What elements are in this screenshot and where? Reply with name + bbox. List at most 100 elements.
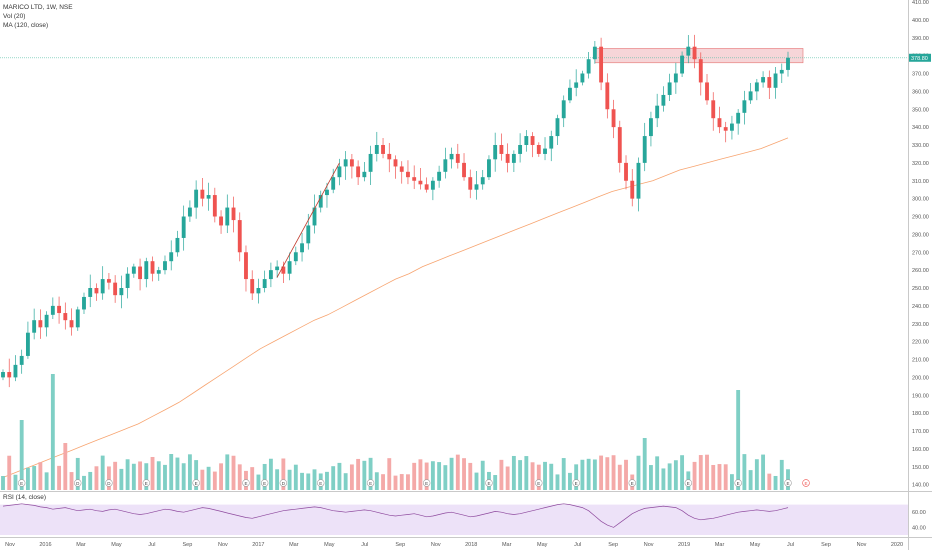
candle-body[interactable] (63, 313, 68, 321)
candle-body[interactable] (349, 159, 354, 167)
future-event-marker[interactable] (802, 479, 810, 487)
volume-bar[interactable] (69, 472, 74, 490)
candle-body[interactable] (163, 261, 167, 271)
volume-bar[interactable] (225, 454, 230, 490)
volume-bar[interactable] (499, 459, 504, 490)
volume-bar[interactable] (175, 457, 180, 490)
volume-bar[interactable] (237, 464, 242, 490)
volume-bar[interactable] (736, 390, 741, 490)
candle-body[interactable] (424, 184, 429, 190)
candle-body[interactable] (642, 136, 647, 163)
volume-bar[interactable] (568, 472, 572, 490)
candle-body[interactable] (437, 171, 442, 181)
volume-bar[interactable] (393, 475, 398, 490)
volume-bar[interactable] (206, 466, 211, 490)
candle-body[interactable] (636, 162, 641, 199)
volume-bar[interactable] (306, 473, 311, 490)
candle-body[interactable] (549, 136, 554, 149)
volume-bar[interactable] (617, 464, 622, 490)
candle-body[interactable] (786, 57, 790, 70)
candle-body[interactable] (206, 195, 211, 199)
volume-bar[interactable] (231, 455, 236, 490)
candle-body[interactable] (393, 159, 398, 167)
volume-bar[interactable] (667, 463, 672, 490)
candle-body[interactable] (69, 320, 74, 328)
volume-bar[interactable] (424, 462, 429, 490)
volume-bar[interactable] (131, 463, 136, 490)
volume-bar[interactable] (287, 469, 292, 490)
candle-body[interactable] (169, 252, 174, 262)
candle-body[interactable] (82, 296, 86, 310)
candle-body[interactable] (237, 220, 242, 253)
volume-bar[interactable] (325, 471, 329, 490)
volume-bar[interactable] (505, 466, 510, 490)
candle-body[interactable] (524, 136, 529, 146)
rsi-legend[interactable]: RSI (14, close) (3, 494, 46, 501)
volume-bar[interactable] (729, 474, 734, 490)
volume-bar[interactable] (150, 456, 155, 490)
volume-bar[interactable] (275, 469, 280, 490)
volume-bar[interactable] (268, 458, 273, 490)
volume-bar[interactable] (536, 464, 541, 490)
candle-body[interactable] (150, 261, 155, 274)
candle-body[interactable] (493, 145, 498, 160)
candle-body[interactable] (113, 282, 118, 296)
volume-bar[interactable] (337, 462, 342, 490)
volume-bar[interactable] (293, 464, 298, 490)
volume-bar[interactable] (106, 466, 111, 490)
candle-body[interactable] (231, 207, 236, 221)
candle-body[interactable] (331, 177, 336, 190)
candle-body[interactable] (106, 279, 111, 283)
candle-body[interactable] (555, 118, 560, 137)
volume-bar[interactable] (717, 464, 722, 490)
candle-body[interactable] (200, 189, 205, 199)
candle-body[interactable] (356, 166, 361, 178)
candle-body[interactable] (468, 177, 473, 190)
candle-body[interactable] (194, 189, 199, 208)
candle-body[interactable] (100, 279, 105, 294)
candle-body[interactable] (673, 73, 678, 83)
volume-bar[interactable] (430, 461, 435, 490)
candle-body[interactable] (212, 195, 217, 217)
candle-body[interactable] (250, 279, 255, 294)
volume-bar[interactable] (300, 472, 304, 490)
candle-body[interactable] (661, 94, 666, 106)
candle-body[interactable] (530, 136, 535, 146)
event-marker[interactable] (242, 479, 250, 487)
volume-bar[interactable] (138, 461, 142, 490)
volume-bar[interactable] (624, 459, 628, 490)
candle-body[interactable] (75, 309, 80, 328)
candle-body[interactable] (698, 59, 703, 83)
event-marker[interactable] (784, 479, 792, 487)
candle-body[interactable] (7, 372, 12, 378)
event-marker[interactable] (317, 479, 325, 487)
candle-body[interactable] (692, 46, 697, 60)
event-marker[interactable] (734, 479, 742, 487)
candle-body[interactable] (754, 82, 759, 92)
candle-body[interactable] (561, 100, 566, 119)
candle-body[interactable] (368, 153, 373, 172)
volume-bar[interactable] (169, 454, 174, 490)
candle-body[interactable] (312, 207, 317, 226)
candle-body[interactable] (742, 100, 747, 113)
candle-body[interactable] (268, 270, 273, 280)
volume-bar[interactable] (406, 474, 410, 490)
event-marker[interactable] (628, 479, 636, 487)
candle-body[interactable] (387, 153, 392, 160)
candle-body[interactable] (399, 166, 404, 172)
candle-body[interactable] (487, 159, 491, 178)
event-marker[interactable] (192, 479, 200, 487)
volume-bar[interactable] (530, 462, 535, 490)
candle-body[interactable] (144, 261, 149, 280)
candle-body[interactable] (580, 73, 585, 83)
candle-body[interactable] (343, 159, 348, 167)
volume-bar[interactable] (75, 457, 80, 490)
volume-bar[interactable] (57, 465, 62, 490)
volume-bar[interactable] (574, 464, 579, 490)
volume-bar[interactable] (13, 474, 18, 490)
candle-body[interactable] (325, 189, 329, 196)
trendline[interactable] (276, 162, 340, 278)
candle-body[interactable] (748, 91, 753, 101)
candle-body[interactable] (599, 46, 604, 83)
